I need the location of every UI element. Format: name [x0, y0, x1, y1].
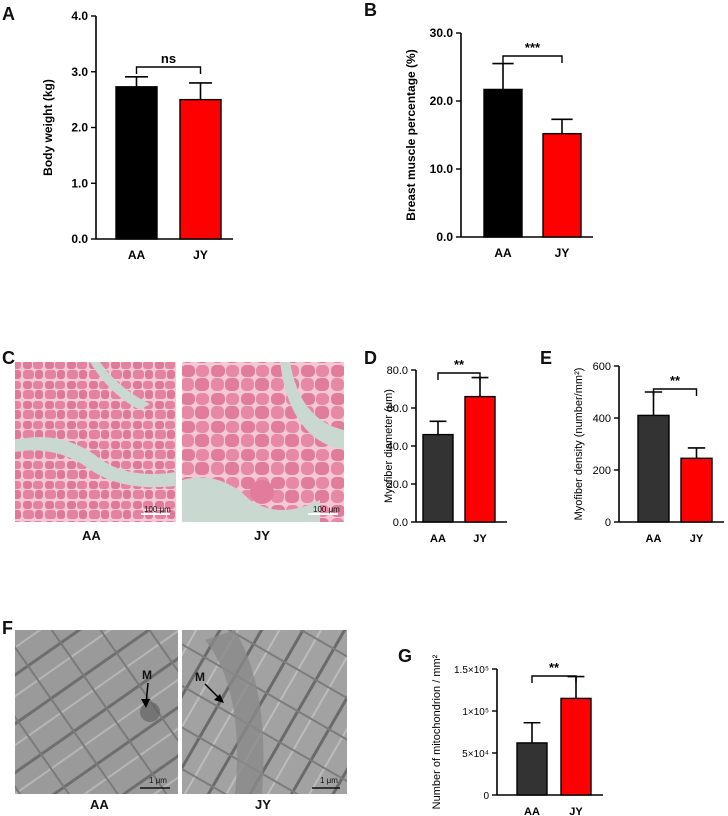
panel-letter-f: F — [2, 618, 13, 638]
y-tick-label-e: 600 — [593, 361, 611, 373]
bar-g-aa — [516, 742, 548, 796]
tem-marker-aa: M — [142, 668, 152, 682]
y-tick-label-d: 40.0 — [387, 441, 408, 453]
y-tick-label-a: 3.0 — [71, 65, 88, 79]
y-tick-label-b: 10.0 — [430, 162, 454, 176]
y-tick-label-b: 0.0 — [436, 230, 453, 244]
y-tick-label-d: 20.0 — [387, 479, 408, 491]
y-tick-label-g: 1.5×10⁵ — [454, 665, 489, 676]
histology-label-aa: AA — [82, 528, 101, 543]
bar-d-aa — [422, 433, 454, 523]
x-tick-label-a: AA — [128, 248, 146, 262]
significance-label-e: ** — [670, 373, 681, 388]
panel-letter-e: E — [540, 348, 553, 368]
histology-scale-label-jy: 100 μm — [313, 505, 340, 514]
significance-label-d: ** — [454, 357, 465, 372]
y-tick-label-b: 30.0 — [430, 26, 454, 40]
bar-b-aa — [483, 88, 523, 238]
y-tick-label-d: 60.0 — [387, 403, 408, 415]
tem-scale-label-aa: 1 μm — [149, 776, 167, 785]
panel-letter-d: D — [364, 348, 377, 368]
y-tick-label-e: 400 — [593, 413, 611, 425]
bar-b-jy — [542, 132, 582, 238]
significance-bracket-a — [135, 66, 202, 74]
panel-letter-b: B — [364, 0, 377, 20]
y-tick-label-g: 5×10⁴ — [462, 749, 489, 760]
bar-d-jy — [464, 395, 496, 523]
significance-bracket-e — [652, 388, 698, 396]
y-tick-label-d: 0.0 — [393, 517, 408, 529]
y-axis-title-e: Myofiber density (number/mm²) — [573, 368, 585, 521]
panel-letter-g: G — [398, 646, 413, 666]
y-tick-label-a: 4.0 — [71, 9, 88, 23]
bar-g-jy — [560, 697, 592, 796]
histology-label-jy: JY — [254, 528, 270, 543]
x-tick-label-g: AA — [524, 806, 540, 816]
y-tick-label-e: 200 — [593, 465, 611, 477]
significance-label-g: ** — [549, 660, 560, 675]
y-tick-label-a: 1.0 — [71, 176, 88, 190]
y-tick-label-g: 0 — [483, 791, 489, 802]
significance-label-b: *** — [525, 40, 541, 55]
tem-label-aa: AA — [90, 797, 109, 812]
y-tick-label-g: 1×10⁵ — [462, 707, 489, 718]
x-tick-label-a: JY — [193, 248, 208, 262]
x-tick-label-b: AA — [494, 246, 512, 260]
tem-scale-label-jy: 1 μm — [320, 776, 338, 785]
y-tick-label-a: 2.0 — [71, 121, 88, 135]
bar-e-aa — [637, 414, 670, 523]
tem-marker-jy: M — [195, 670, 205, 684]
y-tick-label-a: 0.0 — [71, 232, 88, 246]
bar-a-jy — [179, 98, 222, 240]
bar-e-jy — [680, 457, 713, 523]
panel-letter-a: A — [2, 4, 15, 24]
y-axis-title-a: Body weight (kg) — [41, 79, 55, 176]
y-axis-title-d: Myofiber diameter (μm) — [383, 389, 395, 503]
x-tick-label-g: JY — [569, 806, 583, 816]
y-axis-title-g: Number of mitochondrion / mm² — [431, 654, 443, 809]
y-tick-label-b: 20.0 — [430, 94, 454, 108]
x-tick-label-d: JY — [473, 533, 487, 545]
x-tick-label-e: JY — [690, 533, 704, 545]
x-tick-label-e: AA — [646, 533, 662, 545]
bar-a-aa — [115, 86, 158, 240]
significance-bracket-d — [437, 372, 481, 380]
significance-bracket-g — [531, 675, 577, 683]
x-tick-label-d: AA — [430, 533, 446, 545]
significance-label-a: ns — [161, 51, 176, 66]
x-tick-label-b: JY — [555, 246, 570, 260]
tem-label-jy: JY — [255, 797, 271, 812]
y-tick-label-e: 0 — [605, 517, 611, 529]
y-tick-label-d: 80.0 — [387, 365, 408, 377]
histology-scale-label-aa: 100 μm — [144, 505, 171, 514]
panel-letter-c: C — [2, 348, 15, 368]
y-axis-title-b: Breast muscle percentage (%) — [404, 49, 418, 220]
significance-bracket-b — [502, 55, 563, 63]
